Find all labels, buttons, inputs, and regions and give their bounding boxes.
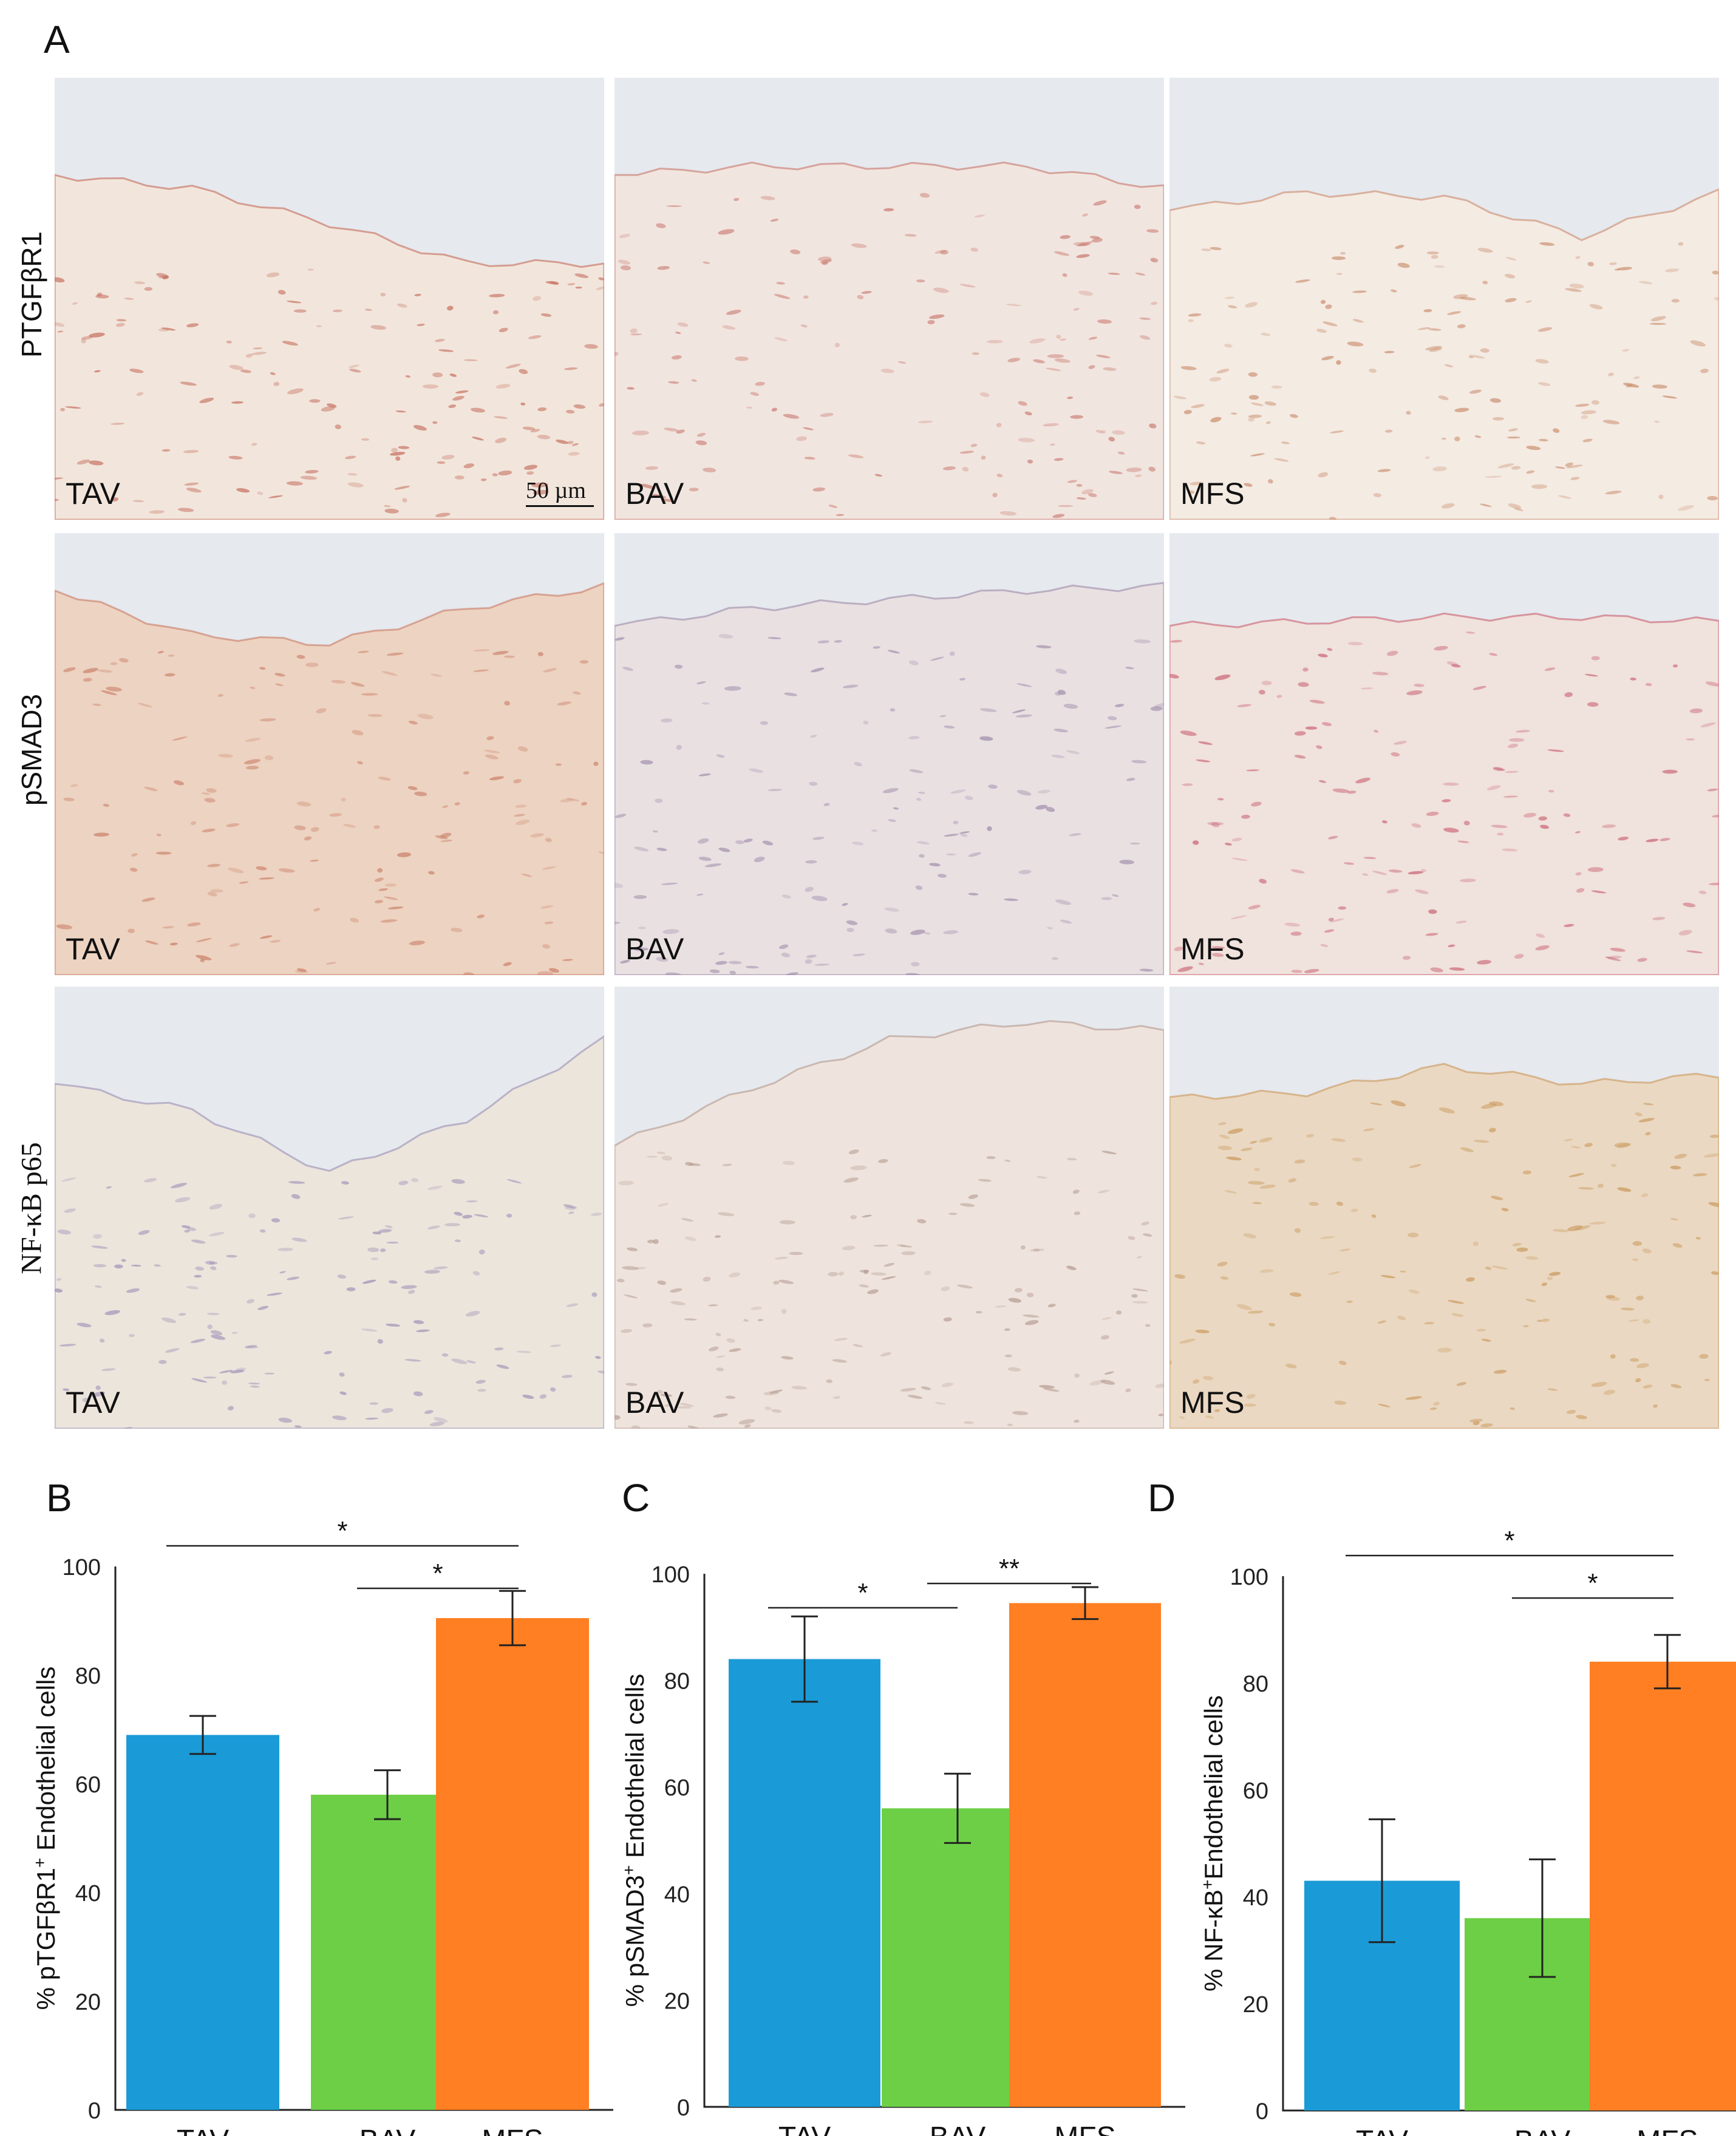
chart-c-sig-star-0: *: [857, 1578, 868, 1608]
micrograph-psmad3-mfs: [1169, 533, 1719, 975]
chart-b-axes: [114, 1566, 613, 2111]
chart-c-ytick-2: 40: [664, 1882, 690, 1908]
chart-d-errorbar-bav: [1529, 1858, 1556, 1978]
group-label-psmad3-mfs: MFS: [1180, 932, 1245, 966]
micrograph-ptgfbr1-tav: [55, 78, 604, 520]
chart-c-ylabel: % pSMAD3+ Endothelial cells: [619, 1674, 650, 2007]
chart-d-ytick-0: 0: [1256, 2099, 1268, 2124]
chart-b-ytick-1: 20: [75, 1990, 101, 2015]
chart-b-ytick-3: 60: [75, 1772, 101, 1798]
chart-d-xlabel-tav: TAV: [1356, 2125, 1408, 2136]
chart-d-bar-mfs: [1590, 1661, 1736, 2110]
chart-b-xlabel-mfs: MFS: [482, 2124, 543, 2136]
chart-b-xlabel-tav: TAV: [177, 2124, 229, 2136]
chart-b-ytick-2: 40: [75, 1881, 101, 1906]
chart-b-bar-bav: [311, 1794, 464, 2110]
chart-d-errorbar-tav: [1369, 1818, 1395, 1944]
chart-b-errorbar-mfs: [499, 1590, 526, 1647]
chart-c-errorbar-mfs: [1072, 1586, 1098, 1621]
group-label-ptgfbr1-mfs: MFS: [1180, 477, 1245, 511]
group-label-ptgfbr1-tav: TAV: [66, 477, 120, 511]
panel-c-letter: C: [622, 1476, 650, 1520]
panel-a-letter: A: [44, 18, 70, 61]
chart-d-ytick-5: 100: [1230, 1565, 1268, 1590]
micrograph-nfkb-bav: [614, 987, 1164, 1429]
chart-d-ylabel: % NF-κB+Endothelial cells: [1198, 1695, 1228, 1991]
chart-c-xlabel-tav: TAV: [778, 2121, 831, 2136]
panel-b-letter: B: [46, 1476, 72, 1520]
chart-d-bar-bav: [1465, 1918, 1620, 2110]
micrograph-psmad3-bav: [614, 533, 1164, 975]
chart-c-axes: [703, 1574, 1185, 2108]
micrograph-nfkb-mfs: [1169, 987, 1719, 1429]
chart-b-ytick-4: 80: [75, 1664, 101, 1689]
micrograph-psmad3-tav: [55, 533, 604, 975]
chart-d-axes: [1282, 1576, 1736, 2112]
scale-bar-line: [526, 505, 594, 507]
chart-b-sig-star-1: *: [432, 1559, 443, 1588]
chart-c-sig-star-1: **: [999, 1554, 1019, 1583]
micrograph-nfkb-tav: [55, 987, 604, 1429]
chart-c-errorbar-tav: [791, 1615, 818, 1703]
chart-c-errorbar-bav: [944, 1772, 971, 1844]
chart-c-ytick-0: 0: [677, 2095, 690, 2121]
group-label-nfkb-mfs: MFS: [1180, 1386, 1245, 1420]
chart-d-bar-tav: [1304, 1880, 1460, 2110]
panel-d-letter: D: [1148, 1476, 1176, 1520]
chart-c-xlabel-mfs: MFS: [1054, 2121, 1115, 2136]
chart-c-bar-tav: [729, 1659, 880, 2107]
chart-b-ytick-5: 100: [63, 1555, 101, 1580]
chart-d-xlabel-bav: BAV: [1514, 2125, 1570, 2136]
chart-b-xlabel-bav: BAV: [359, 2124, 415, 2136]
row-label-ptgfbr1: PTGFβR1: [16, 231, 47, 358]
chart-d-ytick-4: 80: [1243, 1672, 1268, 1697]
chart-c-ytick-5: 100: [652, 1562, 690, 1588]
micrograph-ptgfbr1-bav: [614, 78, 1164, 520]
chart-d-ytick-2: 40: [1243, 1885, 1268, 1911]
group-label-nfkb-tav: TAV: [66, 1386, 120, 1420]
group-label-ptgfbr1-bav: BAV: [625, 477, 684, 511]
chart-b-errorbar-bav: [374, 1769, 401, 1820]
chart-d-sig-star-1: *: [1587, 1568, 1598, 1598]
group-label-nfkb-bav: BAV: [625, 1386, 684, 1420]
chart-b-ytick-0: 0: [88, 2098, 101, 2124]
chart-c-ytick-3: 60: [664, 1775, 690, 1801]
chart-d-ytick-1: 20: [1243, 1992, 1268, 2018]
chart-d-ytick-3: 60: [1243, 1778, 1268, 1804]
row-label-psmad3: pSMAD3: [16, 693, 47, 806]
chart-d-errorbar-mfs: [1654, 1634, 1681, 1690]
chart-d-sig-star-0: *: [1504, 1526, 1514, 1556]
chart-b-ylabel: % pTGFβR1+ Endothelial cells: [30, 1667, 61, 2010]
chart-b-bar-tav: [126, 1735, 279, 2110]
chart-c-xlabel-bav: BAV: [930, 2121, 985, 2136]
chart-b-sig-star-0: *: [337, 1516, 347, 1546]
chart-b-errorbar-tav: [189, 1715, 216, 1755]
scale-bar-label: 50 µm: [526, 478, 586, 503]
group-label-psmad3-bav: BAV: [625, 932, 684, 966]
group-label-psmad3-tav: TAV: [66, 932, 120, 966]
row-label-nfkb-p65: NF-κB p65: [15, 1142, 48, 1274]
chart-b-bar-mfs: [436, 1618, 589, 2110]
chart-c-bar-mfs: [1009, 1603, 1161, 2107]
chart-c-ytick-1: 20: [664, 1988, 690, 2014]
chart-d-xlabel-mfs: MFS: [1636, 2125, 1698, 2136]
micrograph-ptgfbr1-mfs: [1169, 78, 1719, 520]
chart-c-ytick-4: 80: [664, 1669, 690, 1695]
chart-c-bar-bav: [882, 1808, 1033, 2107]
